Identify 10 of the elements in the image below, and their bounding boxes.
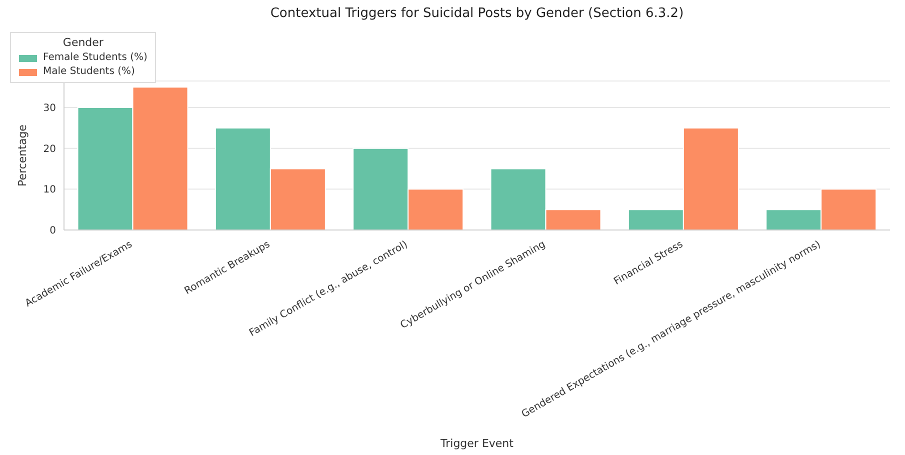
x-axis-title: Trigger Event <box>440 437 514 450</box>
y-tick-label: 20 <box>43 144 56 155</box>
legend-label: Male Students (%) <box>43 65 135 79</box>
y-tick-label: 0 <box>50 226 56 237</box>
chart-title: Contextual Triggers for Suicidal Posts by Gender (Section 6.3.2) <box>269 6 685 21</box>
y-tick-label: 10 <box>43 184 56 196</box>
y-tick-label: 30 <box>43 103 56 114</box>
legend-title: Gender <box>62 36 104 49</box>
legend-label: Female Students (%) <box>43 51 148 65</box>
y-axis-title: Percentage <box>16 124 29 186</box>
